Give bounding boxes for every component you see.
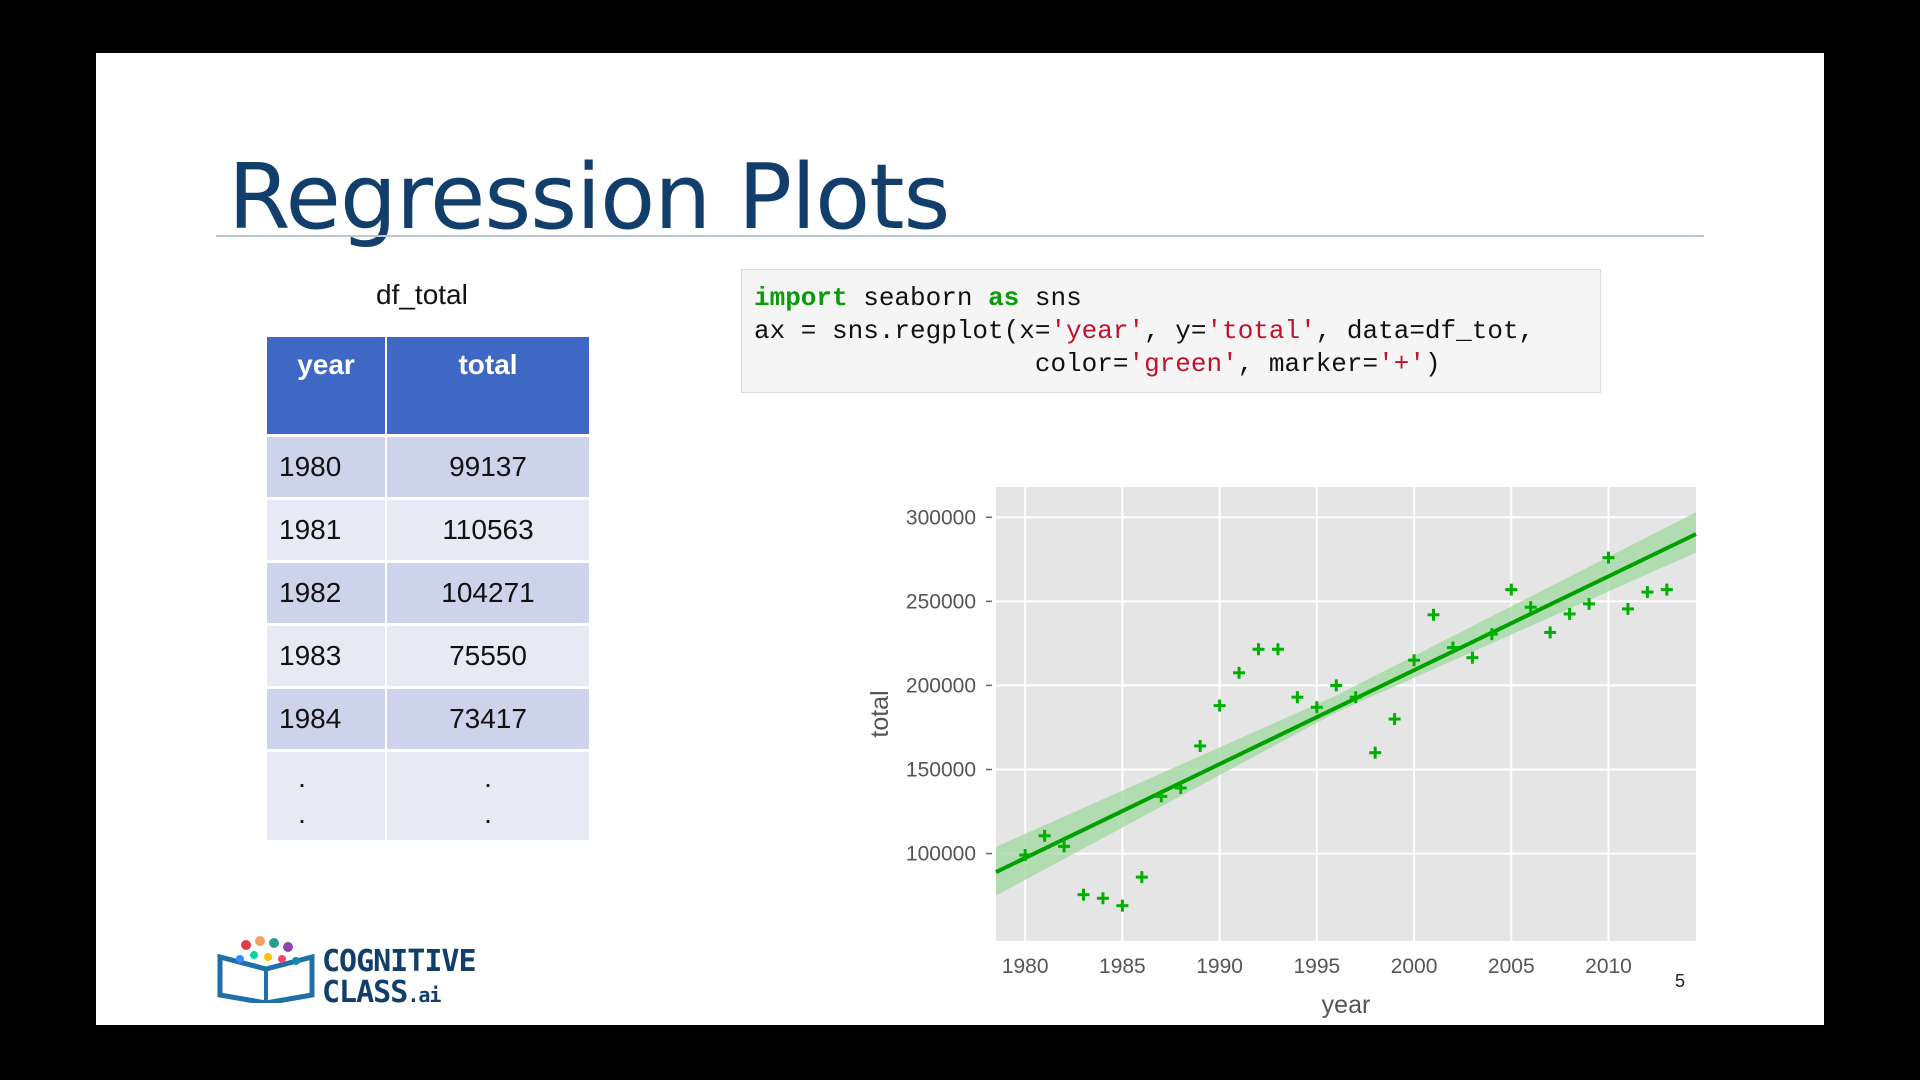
table-row-ellipsis: .. .. xyxy=(267,750,589,843)
cell-total: 104271 xyxy=(386,561,589,626)
title-divider xyxy=(216,235,1704,237)
data-point xyxy=(1310,701,1323,714)
data-point xyxy=(1038,829,1051,842)
data-point xyxy=(1660,583,1673,596)
y-tick-label: 200000 xyxy=(906,674,976,697)
header-total: total xyxy=(386,337,589,437)
data-point xyxy=(1252,643,1265,656)
data-point xyxy=(1427,608,1440,621)
data-point xyxy=(1213,699,1226,712)
data-point xyxy=(1291,691,1304,704)
data-point xyxy=(1621,602,1634,615)
cognitive-class-logo xyxy=(217,936,315,1003)
y-axis-label: total xyxy=(866,690,894,737)
data-point xyxy=(1505,583,1518,596)
data-point xyxy=(1155,790,1168,803)
data-point xyxy=(1194,739,1207,752)
y-tick-label: 250000 xyxy=(906,590,976,613)
x-tick-label: 2000 xyxy=(1391,955,1438,978)
cell-total: 73417 xyxy=(386,687,589,752)
cell-year: 1983 xyxy=(267,624,387,689)
data-point xyxy=(1544,626,1557,639)
regression-line xyxy=(995,532,1697,874)
ellipsis-total: .. xyxy=(386,750,589,843)
table-row: 1980 99137 xyxy=(267,435,589,500)
book-brain-icon xyxy=(217,936,315,1003)
data-point xyxy=(1388,713,1401,726)
code-block: import seaborn as sns ax = sns.regplot(x… xyxy=(741,269,1601,393)
data-point xyxy=(1019,849,1032,862)
y-tick-label: 300000 xyxy=(906,506,976,529)
slide-title: Regression Plots xyxy=(228,145,950,250)
page-number: 5 xyxy=(1675,971,1686,991)
data-point xyxy=(1174,781,1187,794)
data-point xyxy=(1349,691,1362,704)
data-point xyxy=(1096,892,1109,905)
data-point xyxy=(1135,871,1148,884)
logo-wordmark: COGNITIVE CLASS.ai xyxy=(322,944,477,1010)
x-tick-label: 2010 xyxy=(1585,955,1632,978)
data-point xyxy=(1583,597,1596,610)
data-point xyxy=(1563,607,1576,620)
cell-year: 1980 xyxy=(267,435,387,500)
data-point xyxy=(1116,899,1129,912)
cell-total: 75550 xyxy=(386,624,589,689)
plot-area xyxy=(996,487,1696,941)
header-year: year xyxy=(267,337,387,437)
x-tick-label: 1985 xyxy=(1099,955,1146,978)
x-tick-label: 2005 xyxy=(1488,955,1535,978)
cell-total: 110563 xyxy=(386,498,589,563)
data-point xyxy=(1369,746,1382,759)
data-point xyxy=(1077,888,1090,901)
table-row: 1982 104271 xyxy=(267,561,589,626)
data-point xyxy=(1485,628,1498,641)
x-axis-label: year xyxy=(1322,991,1371,1019)
data-point xyxy=(1641,586,1654,599)
slide: Regression Plots df_total year total 198… xyxy=(96,53,1824,1025)
x-tick-label: 1980 xyxy=(1002,955,1049,978)
data-point xyxy=(1446,641,1459,654)
data-point xyxy=(1408,654,1421,667)
cell-year: 1981 xyxy=(267,498,387,563)
data-point xyxy=(1330,679,1343,692)
x-tick-label: 1990 xyxy=(1196,955,1243,978)
data-point xyxy=(1466,651,1479,664)
data-point xyxy=(1233,666,1246,679)
table-caption: df_total xyxy=(376,279,468,310)
x-tick-label: 1995 xyxy=(1293,955,1340,978)
y-tick-label: 150000 xyxy=(906,758,976,781)
data-point xyxy=(1271,643,1284,656)
ellipsis-year: .. xyxy=(267,750,387,843)
table-row: 1981 110563 xyxy=(267,498,589,563)
data-point xyxy=(1058,840,1071,853)
table-row: 1983 75550 xyxy=(267,624,589,689)
regression-chart: 1980 1985 1990 1995 2000 2005 2010 100000 150000… xyxy=(866,487,1697,1019)
y-tick-label: 100000 xyxy=(906,843,976,866)
data-point xyxy=(1524,601,1537,614)
cell-year: 1982 xyxy=(267,561,387,626)
cell-total: 99137 xyxy=(386,435,589,500)
data-point xyxy=(1602,551,1615,564)
df-total-table: year total 1980 99137 1981 110563 1982 1… xyxy=(267,337,589,843)
table-row: 1984 73417 xyxy=(267,687,589,752)
cell-year: 1984 xyxy=(267,687,387,752)
